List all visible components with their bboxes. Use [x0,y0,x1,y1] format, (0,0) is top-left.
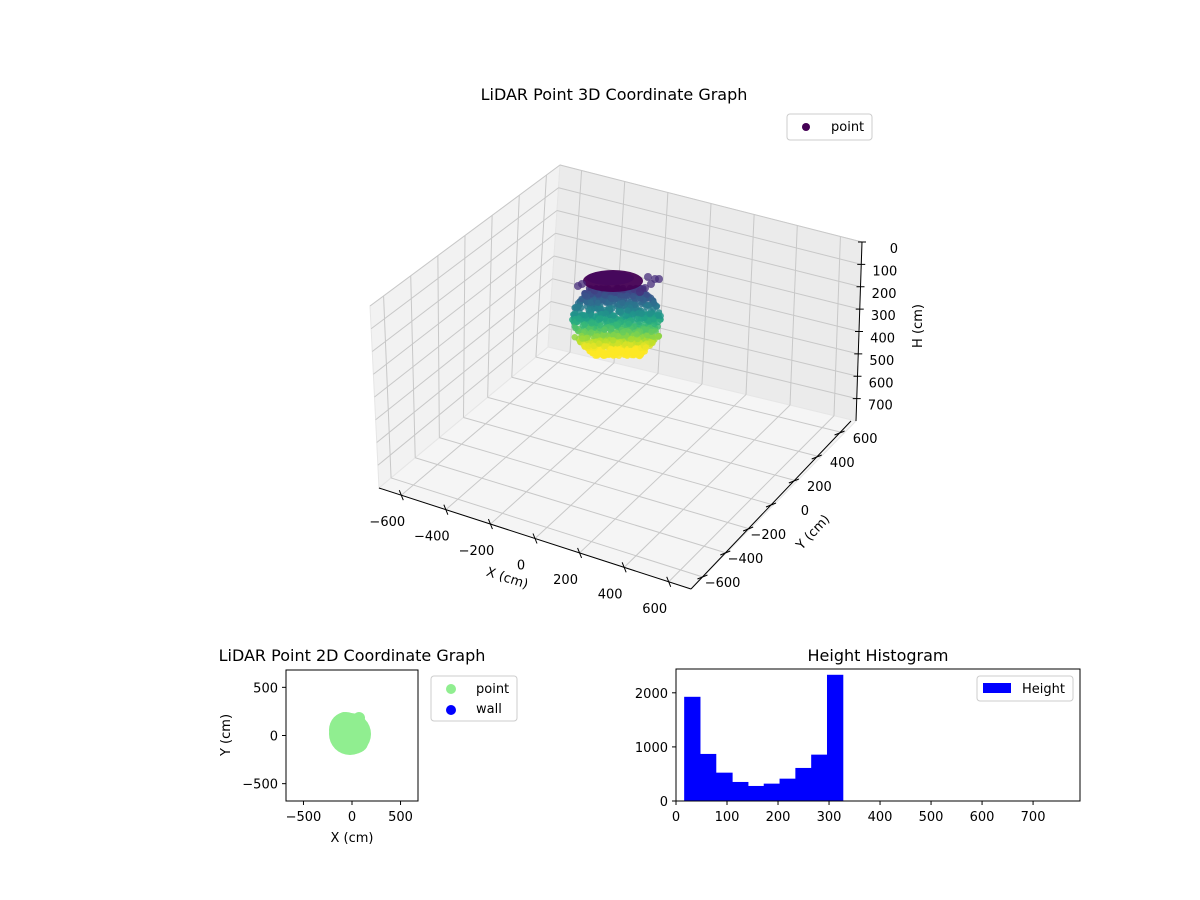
x-tick-label-3d: −200 [459,544,495,559]
histogram-bar [732,781,749,801]
y-tick-label-hist: 1000 [635,741,668,756]
z-axis-label-3d: H (cm) [911,304,926,348]
x-tick-label-3d: 400 [598,587,623,602]
z-tick-label-3d: 700 [868,399,893,414]
y-tick-label-3d: 600 [853,432,878,447]
plot-2d-title: LiDAR Point 2D Coordinate Graph [219,646,486,665]
grid-3d [369,164,863,583]
legend-label-point: point [831,120,864,135]
x-tick-label-2d: 0 [348,810,356,825]
x-tick-label-3d: −600 [369,515,405,530]
y-tick-label-3d: −400 [728,552,764,567]
x-tick-label-2d: −500 [286,810,322,825]
x-tick-label-hist: 600 [970,810,995,825]
histogram-bar [795,767,812,801]
histogram-bar [763,783,781,801]
legend-marker-point [802,123,810,131]
histogram-bar [779,778,796,801]
y-tick-label-hist: 0 [660,795,668,810]
x-axis-label-2d: X (cm) [331,831,374,846]
ticks-3d: −600 −400 −200 0 200 400 600 −600 −400 −200 0 200 40… [369,241,898,617]
histogram-bar [747,785,765,801]
point-cloud-2d [329,712,371,755]
histogram-bar [699,753,717,801]
z-tick-label-3d: 500 [869,354,894,369]
x-tick-label-hist: 400 [868,810,893,825]
legend-marker-point-2d [446,684,456,694]
plot-histogram: Height Histogram 0 100 200 300 400 500 600 7000… [635,646,1081,825]
legend-histogram: Height [976,675,1074,702]
plot-3d-title: LiDAR Point 3D Coordinate Graph [481,85,748,104]
y-tick-label-3d: 200 [807,480,832,495]
z-tick-label-3d: 300 [871,309,896,324]
x-tick-label-hist: 500 [919,810,944,825]
y-tick-label-3d: −200 [750,528,786,543]
z-tick-label-3d: 200 [872,287,897,302]
x-tick-label-hist: 0 [672,810,680,825]
histogram-frame [675,668,1081,802]
legend-marker-wall [446,705,456,715]
legend-label-height: Height [1022,682,1065,697]
plot-3d: LiDAR Point 3D Coordinate Graph −600 −400… [369,85,926,617]
z-tick-label-3d: 600 [869,376,894,391]
x-tick-label-hist: 700 [1021,810,1046,825]
x-tick-label-3d: −400 [414,530,450,545]
y-tick-label-2d: 0 [270,730,278,745]
x-tick-label-hist: 100 [715,810,740,825]
histogram-bar [684,696,701,801]
y-tick-label-3d: 0 [801,504,809,519]
x-tick-label-2d: 500 [388,810,413,825]
x-tick-label-hist: 300 [817,810,842,825]
ticks-2d: −500 0 500 −500 0 500 [242,681,413,825]
x-tick-label-3d: 600 [642,602,667,617]
histogram-bar [826,674,844,801]
y-axis-label-3d: Y (cm) [793,512,833,554]
histogram-title: Height Histogram [808,646,949,665]
plot-2d: LiDAR Point 2D Coordinate Graph −500 0 500… [219,646,518,846]
y-tick-label-3d: −600 [705,576,741,591]
legend-label-point-2d: point [476,682,509,697]
y-tick-label-hist: 2000 [635,687,668,702]
z-tick-label-3d: 0 [890,242,898,257]
y-axis-label-2d: Y (cm) [219,714,234,757]
x-tick-label-3d: 200 [553,573,578,588]
y-tick-label-2d: 500 [253,681,278,696]
y-tick-label-2d: −500 [242,778,278,793]
z-tick-label-3d: 100 [872,264,897,279]
legend-swatch-height [983,683,1011,693]
histogram-ticks: 0 100 200 300 400 500 600 700 0 1000 2000 [635,687,1046,825]
x-tick-label-hist: 200 [766,810,791,825]
histogram-bar [811,754,828,801]
histogram-bar [715,772,733,801]
x-tick-label-3d: 0 [517,559,525,574]
legend-3d: point [786,113,873,141]
legend-2d: point wall [430,675,518,722]
legend-label-wall: wall [476,702,502,717]
y-tick-label-3d: 400 [830,456,855,471]
z-tick-label-3d: 400 [870,332,895,347]
histogram-bars [684,674,844,801]
point-cloud-3d [569,270,664,360]
